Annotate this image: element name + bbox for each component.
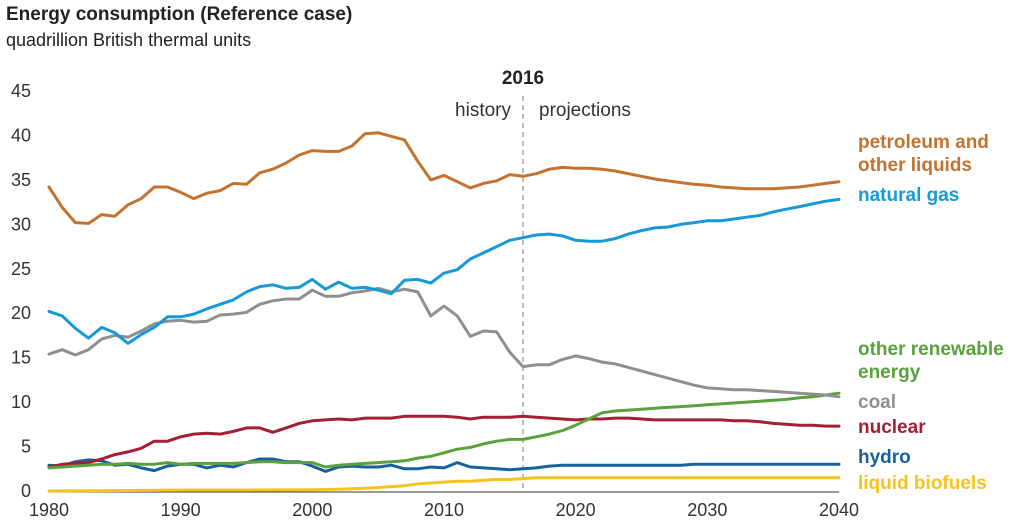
- series-line-liquid-biofuels: [47, 476, 841, 493]
- series-line-nuclear: [47, 414, 841, 469]
- series-label-liquid-biofuels: liquid biofuels: [858, 473, 987, 494]
- series-line-coal: [47, 286, 841, 399]
- y-tick-label-45: 45: [11, 81, 31, 101]
- series-line-hydro: [47, 457, 841, 473]
- series-label-other-renewable-energy: other renewable energy: [858, 339, 1004, 383]
- x-tick-label-2020: 2020: [556, 500, 596, 520]
- series-label-petroleum-and-other-liquids: petroleum and other liquids: [858, 132, 989, 176]
- y-tick-label-25: 25: [11, 259, 31, 279]
- series-line-other-renewable-energy: [47, 391, 841, 470]
- x-axis-tick-labels: 1980 1990 2000 2010 2020 2030 2040: [29, 500, 859, 520]
- y-tick-label-20: 20: [11, 303, 31, 323]
- chart-subtitle: quadrillion British thermal units: [6, 30, 252, 50]
- series-label-coal: coal: [858, 392, 896, 413]
- y-tick-label-5: 5: [21, 437, 31, 457]
- y-tick-label-15: 15: [11, 348, 31, 368]
- series-label-hydro: hydro: [858, 447, 911, 468]
- x-tick-label-2010: 2010: [424, 500, 464, 520]
- series-lines: [47, 131, 841, 493]
- chart-title: Energy consumption (Reference case): [6, 4, 353, 25]
- y-tick-label-0: 0: [21, 481, 31, 501]
- series-label-nuclear: nuclear: [858, 417, 926, 438]
- y-axis-tick-labels: 0 5 10 15 20 25 30 35 40 45: [11, 81, 31, 501]
- x-tick-label-2040: 2040: [819, 500, 859, 520]
- x-tick-label-1990: 1990: [161, 500, 201, 520]
- y-tick-label-10: 10: [11, 392, 31, 412]
- x-tick-label-2000: 2000: [292, 500, 332, 520]
- divider-year-label: 2016: [502, 68, 544, 89]
- x-tick-label-2030: 2030: [687, 500, 727, 520]
- series-line-natural-gas: [47, 197, 841, 345]
- history-projection-divider: 2016 history projections: [455, 68, 631, 491]
- series-line-petroleum-and-other-liquids: [47, 131, 841, 225]
- projections-label: projections: [539, 100, 631, 121]
- series-label-natural-gas: natural gas: [858, 185, 959, 206]
- y-tick-label-40: 40: [11, 125, 31, 145]
- y-tick-label-30: 30: [11, 214, 31, 234]
- history-label: history: [455, 100, 511, 121]
- series-labels: petroleum and other liquids natural gas oth…: [858, 132, 1004, 494]
- y-tick-label-35: 35: [11, 170, 31, 190]
- x-tick-label-1980: 1980: [29, 500, 69, 520]
